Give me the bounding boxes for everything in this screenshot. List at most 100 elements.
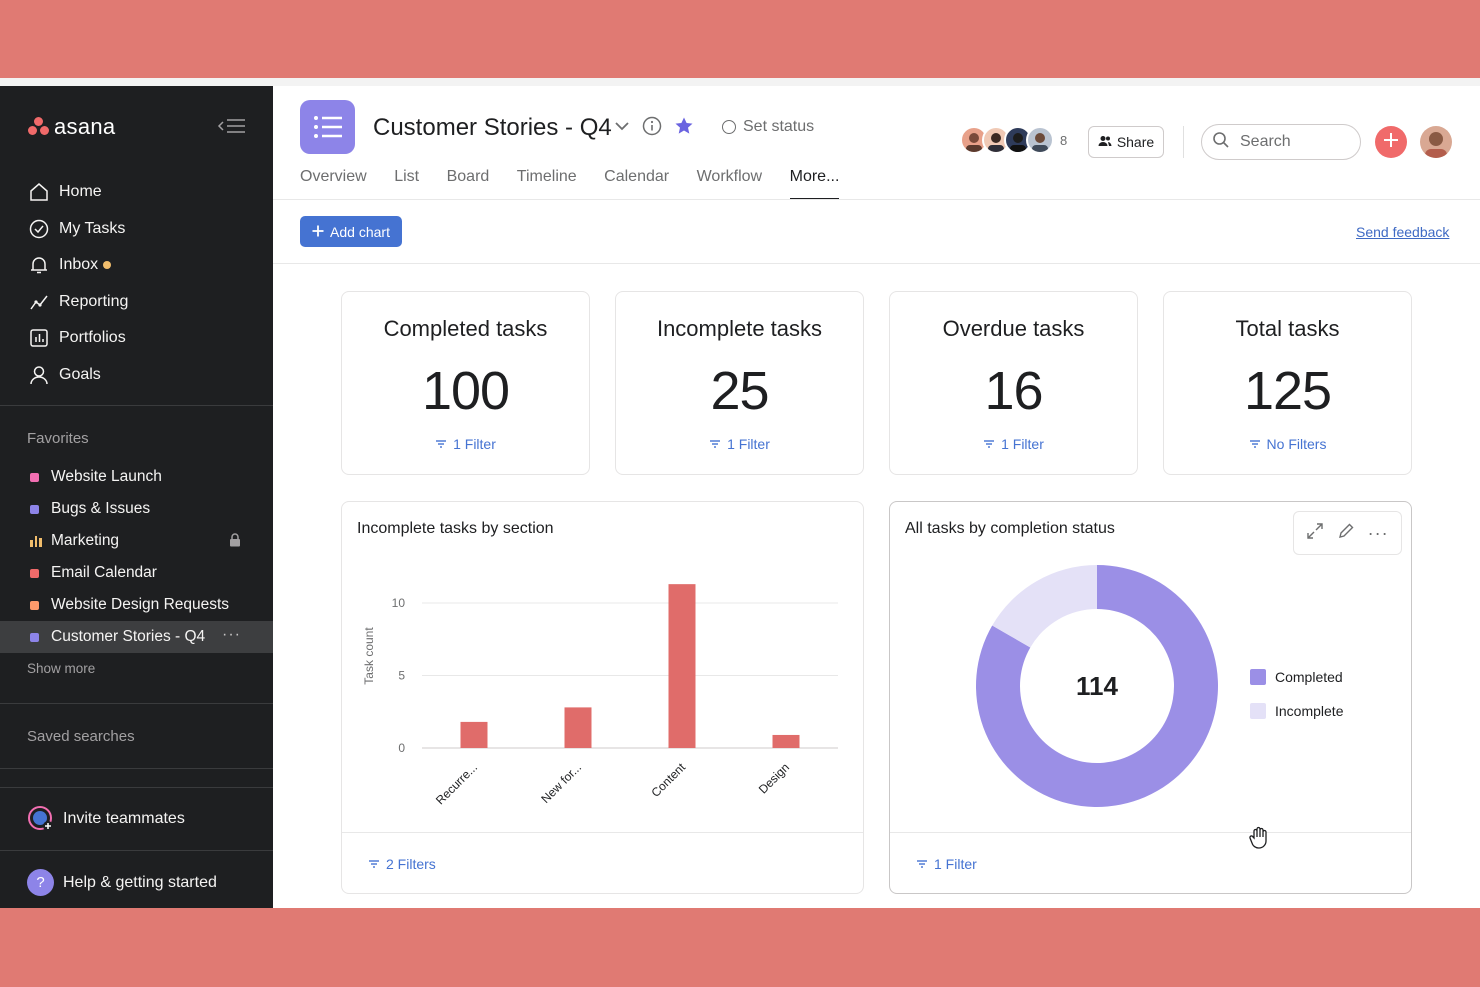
header-divider (273, 199, 1480, 200)
more-options-icon[interactable]: ··· (222, 626, 241, 643)
help-icon: ? (27, 869, 54, 896)
stat-card-total[interactable]: Total tasks 125 No Filters (1163, 291, 1412, 475)
favorite-label: Website Design Requests (51, 596, 230, 613)
project-title[interactable]: Customer Stories - Q4 (373, 114, 612, 141)
donut-chart-card[interactable]: All tasks by completion status ··· 114 C… (889, 501, 1412, 894)
sidebar-item-my-tasks[interactable]: My Tasks (28, 211, 128, 248)
toolbar-divider (273, 263, 1480, 264)
reporting-icon (28, 291, 50, 313)
share-label: Share (1116, 134, 1155, 150)
main-content: Customer Stories - Q4 Set status Overvie… (273, 86, 1480, 908)
chart-filter[interactable]: 1 Filter (916, 856, 977, 872)
stat-filter[interactable]: 1 Filter (890, 436, 1137, 452)
stat-card-completed[interactable]: Completed tasks 100 1 Filter (341, 291, 590, 475)
inbox-unread-dot (103, 261, 112, 270)
sidebar-item-goals[interactable]: Goals (28, 357, 128, 394)
stat-filter-label: 1 Filter (1001, 436, 1044, 452)
favorite-email-calendar[interactable]: Email Calendar (0, 557, 273, 589)
show-more-link[interactable]: Show more (27, 661, 96, 676)
saved-searches-heading[interactable]: Saved searches (27, 728, 135, 745)
stat-card-overdue[interactable]: Overdue tasks 16 1 Filter (889, 291, 1138, 475)
info-icon[interactable] (642, 116, 662, 141)
donut-slice-completed (976, 565, 1218, 807)
project-color-dot (30, 632, 39, 642)
chevron-down-icon[interactable] (614, 118, 630, 139)
search-input[interactable]: Search (1201, 124, 1361, 160)
portfolio-bars-icon (30, 535, 42, 547)
top-strip (0, 78, 1480, 86)
bar-chart-card[interactable]: Incomplete tasks by section 0 5 10 Task cou… (341, 501, 864, 894)
bar (772, 734, 800, 748)
tab-board[interactable]: Board (446, 168, 490, 185)
sidebar-item-inbox[interactable]: Inbox (28, 247, 128, 284)
project-list-icon[interactable] (300, 100, 355, 154)
favorites-list: Website Launch Bugs & Issues Marketing E… (0, 461, 273, 653)
favorite-marketing[interactable]: Marketing (0, 525, 273, 557)
create-button[interactable] (1375, 126, 1407, 158)
sidebar: asana Home My Tasks (0, 86, 273, 908)
collapse-sidebar-icon[interactable] (217, 116, 247, 136)
bar (460, 721, 488, 748)
tab-timeline[interactable]: Timeline (516, 168, 577, 185)
header-separator (1183, 126, 1184, 158)
stat-card-incomplete[interactable]: Incomplete tasks 25 1 Filter (615, 291, 864, 475)
set-status-label: Set status (743, 118, 815, 135)
legend-label: Completed (1275, 669, 1343, 685)
tab-workflow[interactable]: Workflow (696, 168, 763, 185)
y-tick-label: 5 (398, 669, 405, 683)
sidebar-item-home[interactable]: Home (28, 174, 128, 211)
favorite-bugs-issues[interactable]: Bugs & Issues (0, 493, 273, 525)
project-members[interactable]: 8 (960, 126, 1067, 154)
expand-icon[interactable] (1306, 522, 1324, 545)
stat-value: 25 (710, 361, 769, 421)
sidebar-item-portfolios[interactable]: Portfolios (28, 320, 128, 357)
sidebar-item-label: Reporting (59, 292, 129, 310)
project-color-dot (30, 472, 39, 482)
chart-title: Incomplete tasks by section (357, 520, 554, 537)
more-options-icon[interactable]: ··· (1367, 522, 1389, 543)
stat-filter[interactable]: 1 Filter (616, 436, 863, 452)
tab-overview[interactable]: Overview (300, 168, 367, 185)
edit-pencil-icon[interactable] (1337, 522, 1355, 545)
bar (668, 584, 696, 748)
stat-value: 100 (421, 361, 510, 421)
legend-item-completed[interactable]: Completed (1250, 660, 1343, 694)
favorite-label: Bugs & Issues (51, 500, 151, 517)
favorite-website-launch[interactable]: Website Launch (0, 461, 273, 493)
stat-filter[interactable]: No Filters (1164, 436, 1411, 452)
set-status-button[interactable]: Set status (722, 118, 814, 136)
filter-icon (1249, 436, 1261, 452)
user-avatar[interactable] (1420, 126, 1452, 158)
legend-swatch (1250, 703, 1266, 719)
tab-more[interactable]: More... (789, 168, 839, 200)
home-icon (28, 181, 50, 203)
favorites-heading[interactable]: Favorites (27, 430, 89, 447)
favorite-customer-stories-q4[interactable]: Customer Stories - Q4 ··· (0, 621, 273, 653)
filter-icon (709, 436, 721, 452)
favorite-website-design-requests[interactable]: Website Design Requests (0, 589, 273, 621)
star-icon[interactable] (674, 116, 694, 141)
tab-calendar[interactable]: Calendar (604, 168, 670, 185)
search-icon (1212, 131, 1230, 154)
sidebar-divider (0, 703, 273, 704)
chart-filter[interactable]: 2 Filters (368, 856, 436, 872)
share-button[interactable]: Share (1088, 126, 1164, 158)
bell-icon (28, 254, 50, 276)
tab-list[interactable]: List (394, 168, 420, 185)
x-tick-label: Design (756, 760, 792, 796)
legend-item-incomplete[interactable]: Incomplete (1250, 694, 1343, 728)
person-icon (28, 364, 50, 386)
help-button[interactable]: ? Help & getting started (27, 869, 217, 896)
send-feedback-link[interactable]: Send feedback (1356, 224, 1450, 240)
invite-teammates-button[interactable]: Invite teammates (27, 805, 185, 833)
sidebar-item-reporting[interactable]: Reporting (28, 284, 128, 321)
sidebar-item-label: Portfolios (59, 329, 126, 347)
stat-filter[interactable]: 1 Filter (342, 436, 589, 452)
filter-icon (916, 856, 928, 872)
favorite-label: Email Calendar (51, 564, 157, 581)
check-circle-icon (28, 218, 50, 240)
add-chart-button[interactable]: Add chart (300, 216, 402, 247)
asana-logo[interactable]: asana (28, 114, 115, 140)
portfolio-icon (28, 327, 50, 349)
chart-title: All tasks by completion status (905, 520, 1115, 537)
